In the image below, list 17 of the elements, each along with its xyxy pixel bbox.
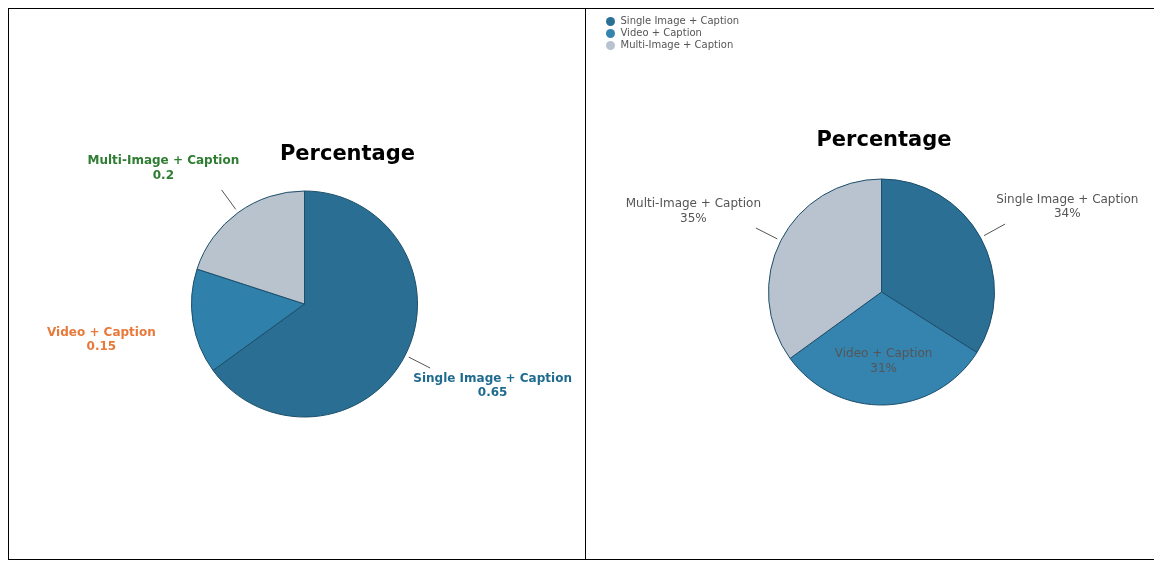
slice-label: Single Image + Caption: [413, 370, 572, 385]
data-label: 31%: [869, 360, 897, 375]
chart-title: Percentage: [279, 141, 416, 165]
data-label: 35%: [679, 210, 707, 225]
data-label: 0.2: [152, 167, 175, 182]
text: Percentage: [816, 127, 952, 151]
data-label: 34%: [1053, 206, 1081, 221]
slice-label: Video + Caption: [834, 346, 932, 361]
slice-label: Single Image + Caption: [995, 191, 1138, 206]
data-label: 0.65: [477, 385, 508, 400]
legend-label: Multi-Image + Caption: [619, 39, 735, 51]
legend-label: Video + Caption: [619, 27, 703, 39]
data-label: 0.15: [86, 339, 117, 354]
slice-label: Multi-Image + Caption: [87, 153, 240, 168]
slice-label: Video + Caption: [47, 324, 156, 339]
legend-label: Single Image + Caption: [619, 15, 740, 27]
slice-label: Multi-Image + Caption: [625, 196, 761, 211]
